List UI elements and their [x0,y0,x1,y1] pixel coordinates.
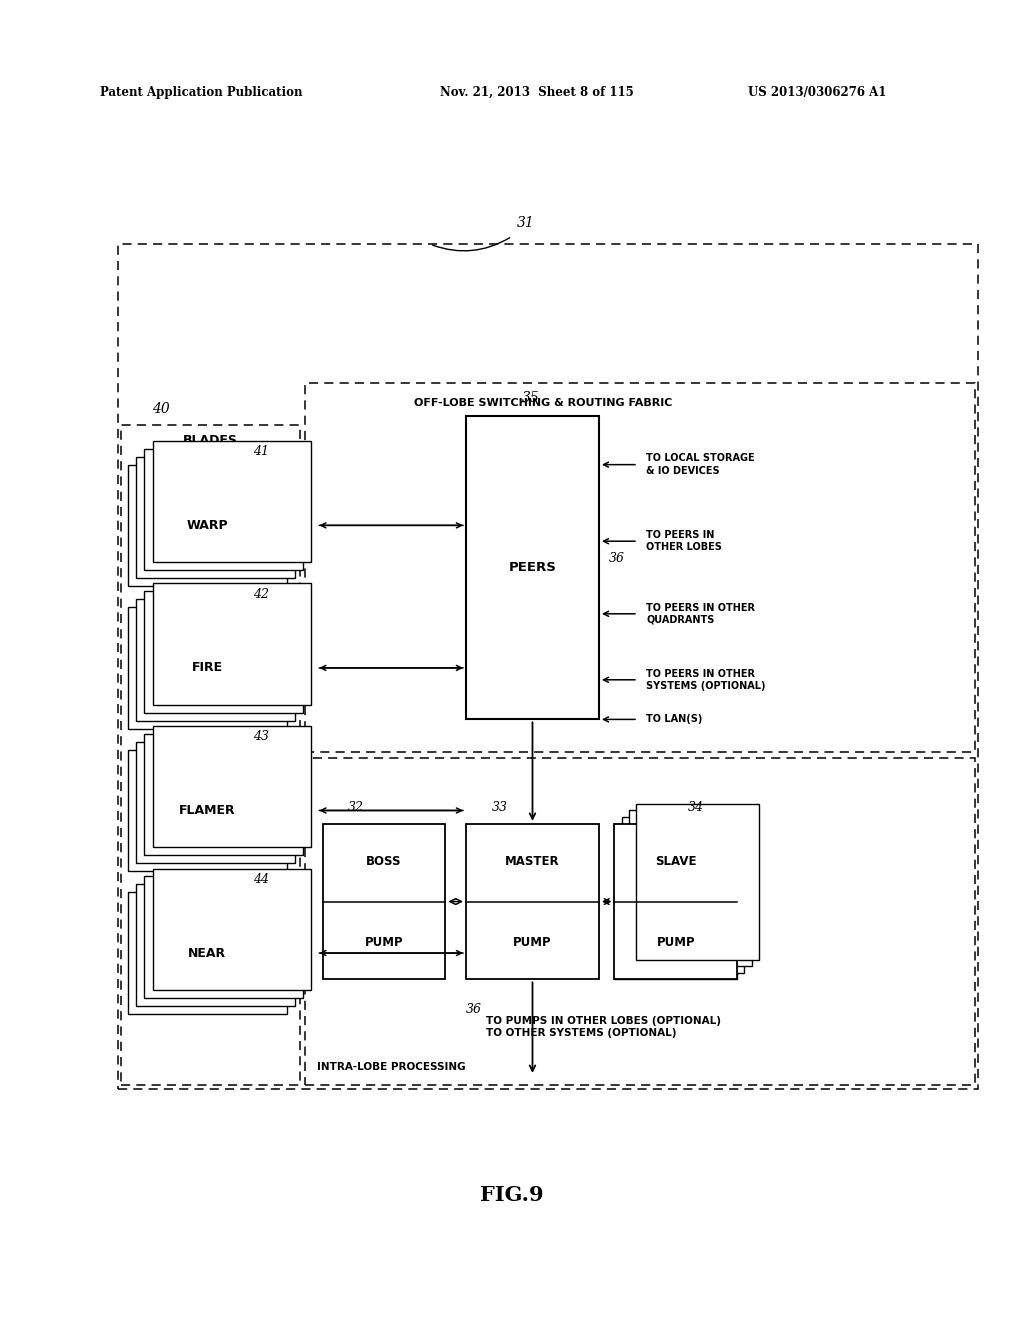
Text: 33: 33 [492,801,508,814]
Text: TO PEERS IN OTHER
SYSTEMS (OPTIONAL): TO PEERS IN OTHER SYSTEMS (OPTIONAL) [646,669,766,690]
Text: Patent Application Publication: Patent Application Publication [100,86,303,99]
Text: BLADES: BLADES [182,434,238,447]
Text: 35: 35 [522,391,540,405]
Text: 42: 42 [253,587,269,601]
Text: PUMP: PUMP [513,936,552,949]
Bar [323,824,445,979]
Text: 43: 43 [253,730,269,743]
Text: TO PEERS IN
OTHER LOBES: TO PEERS IN OTHER LOBES [646,531,722,552]
Bar [128,607,287,729]
Text: TO PEERS IN OTHER
QUADRANTS: TO PEERS IN OTHER QUADRANTS [646,603,755,624]
Bar [136,457,295,578]
Bar [136,742,295,863]
Bar [144,876,303,998]
Text: 36: 36 [609,552,626,565]
Text: FIRE: FIRE [191,661,223,675]
Text: 31: 31 [517,215,535,230]
Text: TO LAN(S): TO LAN(S) [646,714,702,725]
Text: NEAR: NEAR [188,946,226,960]
Bar [121,425,300,1085]
Bar [136,599,295,721]
Bar [629,810,752,966]
Bar [614,824,737,979]
Text: PUMP: PUMP [365,936,403,949]
Text: WARP: WARP [186,519,228,532]
Bar [128,750,287,871]
Bar [136,884,295,1006]
Text: FIG.9: FIG.9 [480,1184,544,1205]
Text: 41: 41 [253,445,269,458]
Bar [128,465,287,586]
Bar [128,892,287,1014]
Text: 36: 36 [466,1003,482,1016]
Bar [614,824,737,979]
Text: 40: 40 [152,401,169,416]
Text: TO LOCAL STORAGE
& IO DEVICES: TO LOCAL STORAGE & IO DEVICES [646,454,755,475]
Text: FLAMER: FLAMER [179,804,236,817]
Bar [144,449,303,570]
Bar [153,441,311,562]
Bar [153,583,311,705]
Text: 34: 34 [688,801,705,814]
Bar [466,824,599,979]
Text: TO PUMPS IN OTHER LOBES (OPTIONAL)
TO OTHER SYSTEMS (OPTIONAL): TO PUMPS IN OTHER LOBES (OPTIONAL) TO OT… [486,1016,721,1038]
Bar [636,804,759,960]
Text: Nov. 21, 2013  Sheet 8 of 115: Nov. 21, 2013 Sheet 8 of 115 [440,86,634,99]
Bar [153,869,311,990]
Text: BOSS: BOSS [367,854,401,867]
Text: US 2013/0306276 A1: US 2013/0306276 A1 [748,86,886,99]
Text: 44: 44 [253,873,269,886]
Bar [466,416,599,719]
Text: PEERS: PEERS [509,561,556,574]
Text: MASTER: MASTER [505,854,560,867]
Bar [305,383,975,752]
Bar [153,726,311,847]
Bar [144,734,303,855]
Text: PUMP: PUMP [656,936,695,949]
Bar [118,244,978,1089]
Text: OFF-LOBE SWITCHING & ROUTING FABRIC: OFF-LOBE SWITCHING & ROUTING FABRIC [414,397,672,408]
Bar [144,591,303,713]
Text: 32: 32 [348,801,365,814]
Text: SLAVE: SLAVE [655,854,696,867]
Bar [305,758,975,1085]
Bar [622,817,744,973]
Text: INTRA-LOBE PROCESSING: INTRA-LOBE PROCESSING [317,1061,466,1072]
